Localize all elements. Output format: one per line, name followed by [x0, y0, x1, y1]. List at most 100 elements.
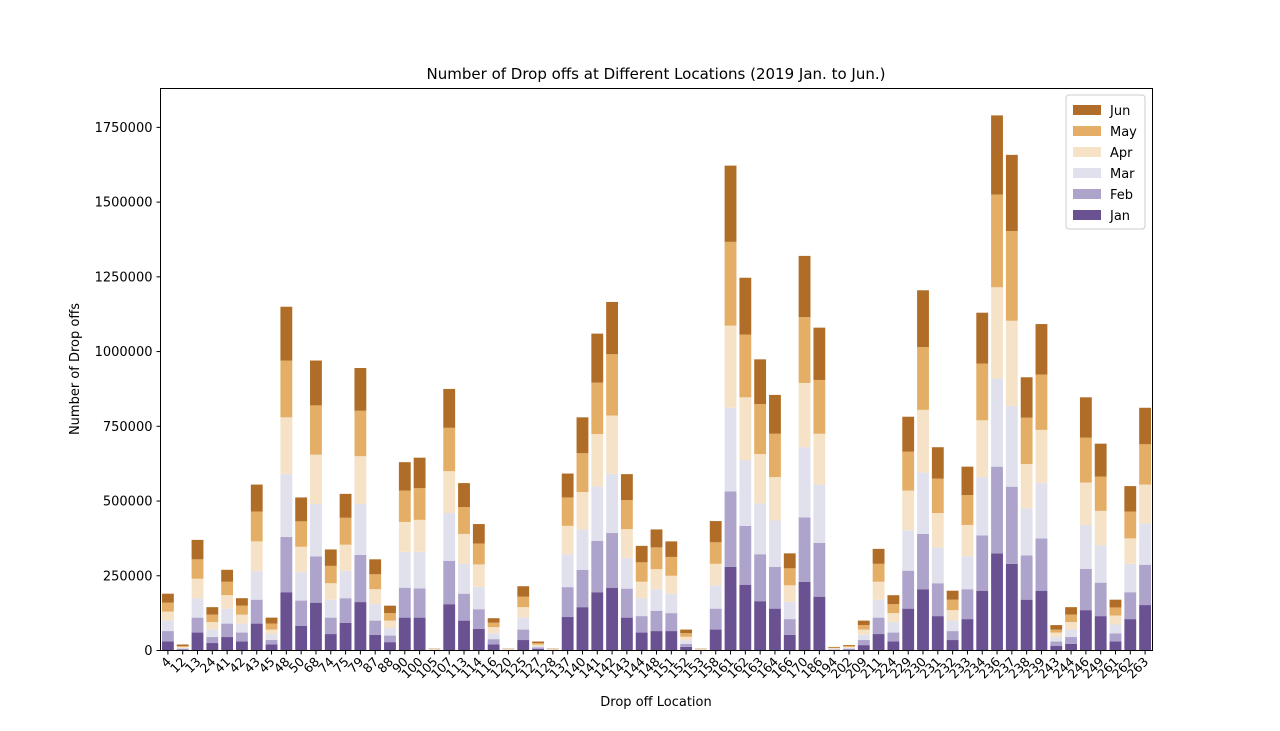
bar-jun-148 — [650, 529, 663, 548]
bar-apr-211 — [872, 581, 885, 600]
x-axis-label: Drop off Location — [600, 695, 711, 710]
bar-may-163 — [754, 404, 767, 455]
bar-mar-100 — [413, 551, 426, 589]
bar-apr-231 — [931, 512, 944, 548]
bar-may-137 — [561, 497, 574, 526]
bar-jan-137 — [561, 617, 574, 651]
bar-jun-164 — [769, 394, 781, 434]
bar-may-194 — [828, 647, 841, 649]
bar-feb-209 — [857, 640, 870, 646]
bar-feb-68 — [310, 556, 322, 603]
bar-jun-75 — [339, 493, 352, 518]
bar-mar-234 — [976, 477, 989, 536]
bar-may-143 — [620, 500, 633, 530]
bar-apr-42 — [236, 614, 248, 624]
bar-jan-100 — [413, 617, 426, 651]
bar-mar-48 — [280, 474, 293, 537]
bar-feb-232 — [946, 631, 959, 641]
bar-apr-114 — [472, 564, 485, 587]
bar-may-42 — [236, 605, 248, 615]
bar-mar-148 — [650, 589, 663, 611]
bar-apr-234 — [976, 420, 989, 478]
bar-apr-113 — [458, 533, 470, 564]
y-tick-label: 1750000 — [95, 121, 153, 136]
bar-apr-237 — [1005, 320, 1018, 406]
bar-jan-232 — [946, 640, 959, 651]
bar-jun-114 — [472, 524, 485, 544]
legend-swatch-apr — [1073, 147, 1101, 157]
bar-apr-161 — [724, 325, 737, 408]
bar-feb-166 — [783, 619, 796, 635]
bar-apr-164 — [769, 477, 781, 521]
bar-mar-170 — [798, 447, 811, 518]
bar-jun-107 — [443, 388, 456, 428]
bar-mar-143 — [620, 558, 633, 589]
bar-apr-166 — [783, 585, 796, 602]
bar-apr-262 — [1124, 538, 1137, 564]
bar-feb-88 — [384, 635, 396, 643]
bar-apr-41 — [221, 595, 234, 609]
bar-jun-43 — [250, 484, 263, 512]
bar-jan-263 — [1139, 605, 1152, 651]
bar-apr-88 — [384, 620, 396, 629]
bar-apr-142 — [606, 415, 618, 474]
bar-jan-68 — [310, 602, 322, 651]
bar-mar-12 — [176, 647, 189, 649]
bar-may-232 — [946, 599, 959, 611]
bar-mar-4 — [161, 620, 174, 632]
bar-feb-148 — [650, 610, 663, 632]
bar-jan-24 — [206, 643, 219, 651]
bar-may-75 — [339, 517, 352, 545]
bar-apr-24 — [206, 622, 219, 630]
bar-mar-233 — [961, 556, 974, 590]
bar-mar-166 — [783, 601, 796, 620]
bar-jan-224 — [887, 641, 900, 651]
bar-jun-141 — [591, 333, 604, 383]
bar-apr-229 — [902, 490, 915, 531]
bar-jun-90 — [398, 462, 411, 491]
bar-feb-79 — [354, 554, 367, 603]
bar-may-87 — [369, 574, 382, 590]
bar-feb-202 — [843, 648, 855, 650]
bar-may-45 — [265, 623, 278, 630]
bar-feb-231 — [931, 583, 944, 617]
bar-feb-261 — [1109, 633, 1122, 642]
bars-layer — [161, 115, 1152, 651]
bar-mar-237 — [1005, 405, 1018, 487]
bar-mar-229 — [902, 530, 915, 571]
bar-jan-45 — [265, 644, 278, 651]
bar-jan-231 — [931, 616, 944, 651]
bar-apr-12 — [176, 646, 189, 648]
bar-feb-125 — [517, 629, 530, 641]
y-axis-label: Number of Drop offs — [68, 303, 83, 435]
bar-mar-68 — [310, 504, 322, 557]
bar-mar-232 — [946, 620, 959, 632]
bar-mar-236 — [991, 378, 1003, 467]
legend-swatch-jun — [1073, 105, 1101, 115]
bar-jun-262 — [1124, 486, 1137, 512]
bar-may-244 — [1065, 614, 1077, 623]
legend-label-apr: Apr — [1110, 146, 1133, 161]
bar-may-237 — [1005, 231, 1018, 321]
bar-apr-4 — [161, 611, 174, 621]
bar-apr-243 — [1050, 632, 1063, 638]
legend-swatch-feb — [1073, 189, 1101, 199]
bar-feb-230 — [917, 533, 929, 590]
bar-apr-244 — [1065, 622, 1077, 630]
bar-may-151 — [665, 556, 678, 576]
bar-jun-249 — [1094, 443, 1107, 477]
bar-jun-166 — [783, 553, 796, 569]
bar-mar-74 — [324, 599, 337, 618]
bar-may-116 — [487, 622, 500, 628]
bar-feb-48 — [280, 536, 293, 593]
bar-jan-230 — [917, 589, 929, 651]
bar-apr-232 — [946, 610, 959, 621]
bar-may-239 — [1035, 374, 1048, 430]
bar-feb-234 — [976, 535, 989, 591]
bar-apr-48 — [280, 417, 293, 475]
x-axis: 4121324414243454850687475798788901001051… — [158, 650, 1151, 681]
y-tick-label: 750000 — [103, 420, 153, 435]
bar-apr-45 — [265, 629, 278, 635]
bar-jun-142 — [606, 301, 618, 355]
